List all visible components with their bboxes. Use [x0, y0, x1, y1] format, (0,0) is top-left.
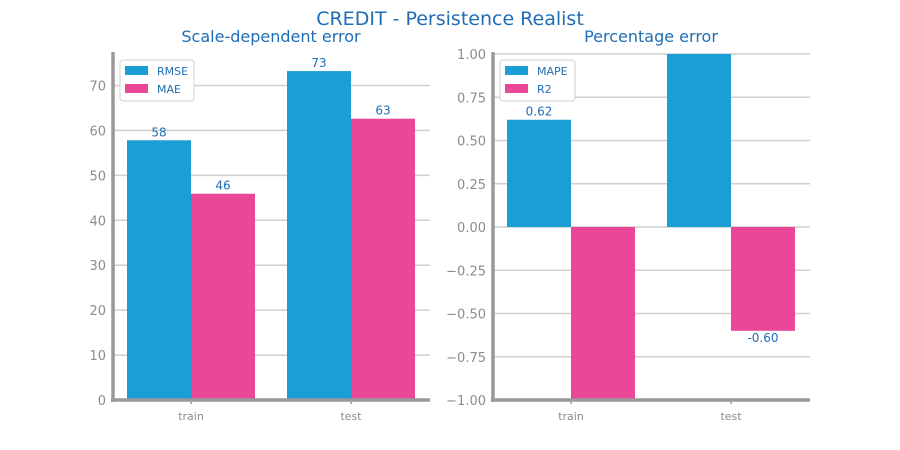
x-tick-label: train	[558, 410, 584, 423]
legend: MAPE R2	[499, 59, 576, 102]
legend-swatch-mae	[125, 84, 148, 93]
y-tick-label: −0.75	[446, 351, 486, 366]
y-tick-label: 0.25	[457, 178, 486, 193]
bar-rmse-test	[287, 71, 351, 401]
legend: RMSE MAE	[119, 59, 195, 102]
x-tick-label: train	[178, 410, 204, 423]
data-label: 58	[151, 125, 166, 139]
bar-r2-train	[571, 227, 635, 400]
bar-rmse-train	[127, 140, 191, 400]
y-tick-label: 0.50	[457, 135, 486, 150]
y-tick-label: −0.50	[446, 308, 486, 323]
y-tick-label: 1.00	[457, 48, 486, 63]
legend-label-r2: R2	[537, 83, 552, 96]
legend-label-rmse: RMSE	[157, 65, 188, 78]
bar-mape-train	[507, 119, 571, 227]
y-tick-label: 10	[89, 349, 106, 364]
y-tick-label: 50	[89, 169, 106, 184]
data-label: 0.62	[526, 105, 553, 119]
y-tick-label: 40	[89, 214, 106, 229]
figure-title: CREDIT - Persistence Realist	[316, 8, 584, 30]
y-tick-label: −0.25	[446, 264, 486, 279]
chart-title: Percentage error	[584, 27, 718, 46]
data-label: 46	[215, 179, 230, 193]
legend-label-mae: MAE	[157, 83, 181, 96]
y-tick-label: 0	[98, 394, 106, 409]
bar-mae-train	[191, 193, 255, 400]
y-tick-label: 70	[89, 79, 106, 94]
bar-mae-test	[351, 118, 415, 401]
y-tick-label: 60	[89, 124, 106, 139]
data-label: -0.60	[747, 331, 778, 345]
legend-swatch-rmse	[125, 66, 148, 75]
y-tick-label: −1.00	[446, 394, 486, 409]
y-tick-label: 0.00	[457, 221, 486, 236]
data-label: 73	[311, 56, 326, 70]
y-tick-label: 30	[89, 259, 106, 274]
y-tick-label: 0.75	[457, 91, 486, 106]
chart-percentage-error: Percentage error −1.00 −0.75 −0.50 −0.25 0.0…	[446, 27, 810, 423]
legend-swatch-mape	[505, 66, 528, 75]
legend-label-mape: MAPE	[537, 65, 568, 78]
x-tick-label: test	[720, 410, 742, 423]
bar-r2-test	[731, 227, 795, 331]
data-label: 63	[375, 104, 390, 118]
legend-swatch-r2	[505, 84, 528, 93]
y-tick-label: 20	[89, 304, 106, 319]
x-tick-label: test	[340, 410, 362, 423]
chart-scale-dependent-error: Scale-dependent error 0 10 20 30 40 50 60 70 58 4…	[89, 27, 430, 423]
bar-mape-test	[667, 54, 731, 227]
chart-title: Scale-dependent error	[181, 27, 361, 46]
